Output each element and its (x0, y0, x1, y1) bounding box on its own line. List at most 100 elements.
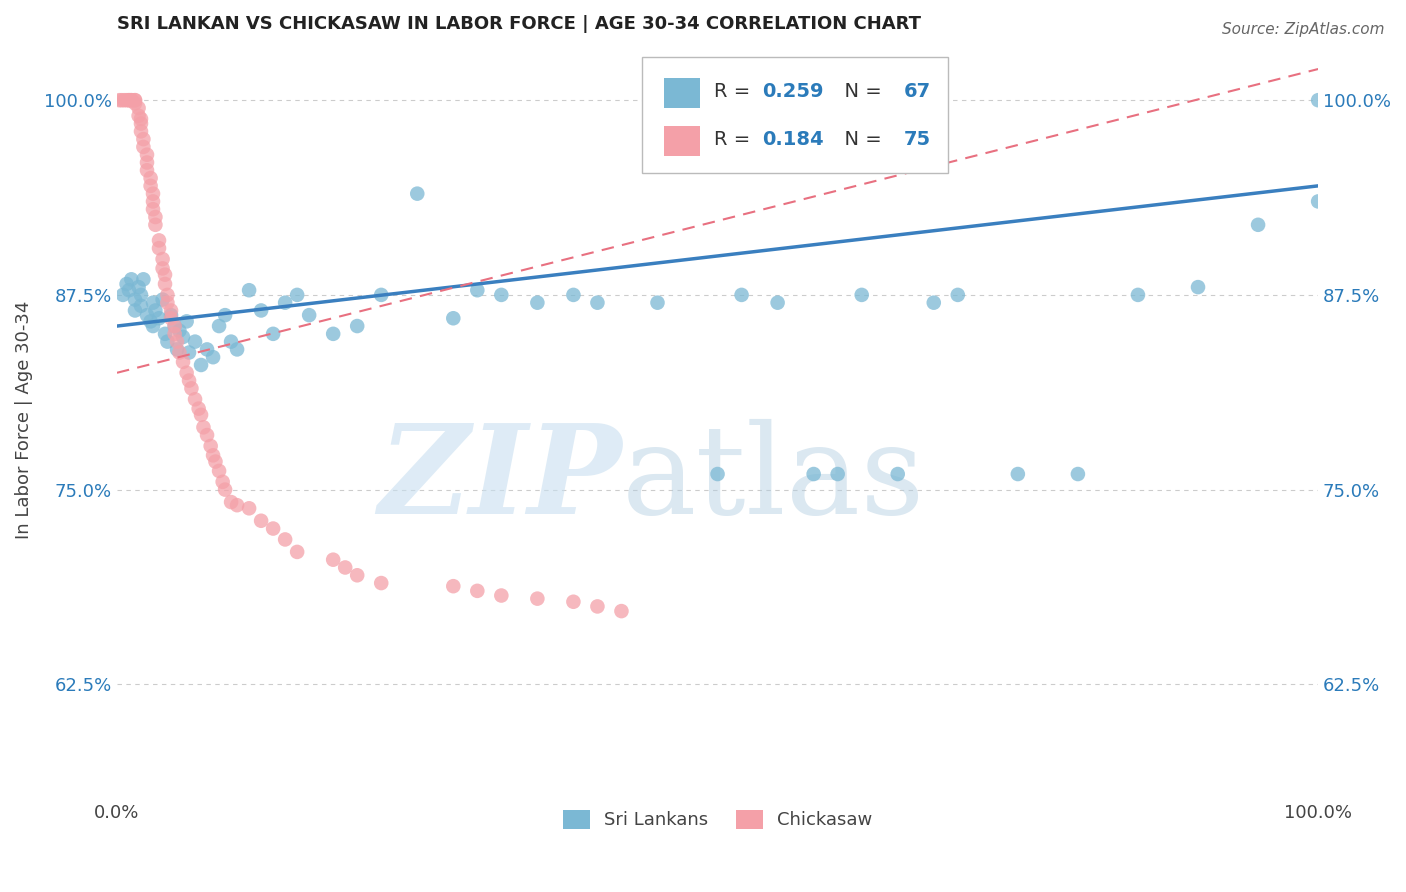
Point (346, 319, 368, 334)
Point (406, 186, 429, 201)
Point (190, 358, 212, 372)
Point (129, 288, 152, 302)
Point (163, 319, 186, 334)
Point (441, 579, 464, 593)
Text: 0.259: 0.259 (762, 82, 824, 101)
Point (262, 522, 284, 536)
Point (335, 560, 357, 574)
Point (1007, 467, 1029, 481)
Point (1067, 467, 1090, 481)
Point (118, 93, 141, 107)
Point (1187, 280, 1209, 294)
Point (187, 401, 209, 416)
Point (124, 303, 146, 318)
Point (184, 392, 207, 407)
Point (111, 288, 134, 302)
Point (156, 295, 179, 310)
Point (193, 420, 215, 434)
Text: 67: 67 (904, 82, 931, 101)
Point (586, 295, 609, 310)
Point (211, 475, 233, 489)
Point (262, 326, 284, 341)
Point (204, 454, 226, 468)
Point (156, 334, 179, 349)
Point (129, 112, 152, 126)
Point (922, 295, 945, 310)
Point (202, 350, 225, 364)
Point (118, 283, 141, 297)
Point (322, 552, 344, 566)
Point (148, 311, 170, 326)
Point (145, 303, 167, 318)
Point (142, 186, 165, 201)
Point (250, 303, 273, 318)
FancyBboxPatch shape (664, 78, 700, 108)
Point (946, 288, 969, 302)
Point (1126, 288, 1149, 302)
Point (610, 604, 633, 618)
Point (219, 334, 242, 349)
Point (180, 381, 202, 395)
Point (647, 295, 669, 310)
Point (370, 288, 392, 302)
Point (491, 288, 513, 302)
Point (139, 171, 162, 186)
Point (132, 132, 155, 146)
Point (152, 261, 174, 276)
Legend: Sri Lankans, Chickasaw: Sri Lankans, Chickasaw (555, 803, 880, 837)
Point (177, 374, 200, 388)
Point (706, 467, 728, 481)
Text: 0.184: 0.184 (762, 129, 824, 149)
Point (803, 467, 825, 481)
Point (285, 288, 308, 302)
Point (142, 319, 165, 334)
Point (195, 428, 218, 442)
Point (115, 93, 138, 107)
Point (177, 345, 200, 359)
Point (285, 545, 308, 559)
Point (152, 252, 174, 266)
Point (124, 93, 146, 107)
Text: Source: ZipAtlas.com: Source: ZipAtlas.com (1222, 22, 1385, 37)
Point (886, 467, 908, 481)
Point (274, 533, 297, 547)
Point (172, 330, 194, 344)
Point (219, 495, 242, 509)
Point (166, 343, 188, 357)
Point (136, 155, 159, 169)
Point (128, 109, 150, 123)
Point (108, 93, 131, 107)
Point (142, 202, 165, 217)
FancyBboxPatch shape (643, 57, 948, 173)
Point (139, 314, 162, 328)
Point (160, 311, 183, 326)
Text: R =: R = (714, 82, 756, 101)
Point (136, 163, 159, 178)
Point (145, 210, 167, 224)
Point (152, 293, 174, 307)
Text: atlas: atlas (621, 418, 925, 540)
Text: N =: N = (832, 82, 887, 101)
Point (346, 568, 368, 582)
Point (153, 326, 176, 341)
Point (766, 295, 789, 310)
Point (1247, 218, 1270, 232)
Point (136, 308, 159, 322)
Point (169, 345, 191, 359)
Point (132, 272, 155, 286)
Point (142, 194, 165, 209)
Point (298, 308, 321, 322)
Point (112, 93, 135, 107)
Point (562, 595, 585, 609)
Point (190, 408, 212, 422)
Point (1308, 194, 1330, 209)
Point (163, 326, 186, 341)
Point (124, 293, 146, 307)
Point (129, 299, 152, 313)
Point (526, 295, 548, 310)
Point (166, 334, 188, 349)
Point (184, 334, 207, 349)
Point (1308, 93, 1330, 107)
Point (139, 178, 162, 193)
Point (153, 277, 176, 291)
